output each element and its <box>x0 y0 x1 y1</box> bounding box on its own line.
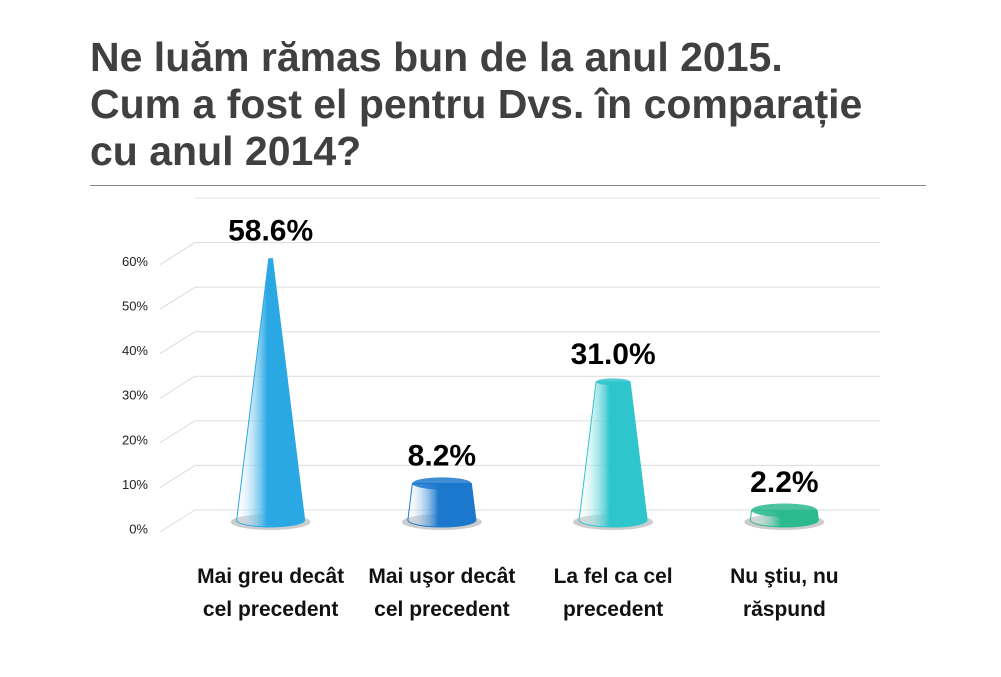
x-tick-label: Nu ştiu, nu răspund <box>730 565 839 621</box>
value-label: 2.2% <box>750 466 818 499</box>
y-tick-label: 10% <box>122 477 148 492</box>
grid-line-depth <box>159 242 196 265</box>
cone <box>578 381 648 528</box>
grid-line-depth <box>159 465 196 488</box>
title-rule <box>90 185 926 186</box>
cone-top <box>268 258 273 260</box>
cone <box>236 258 306 528</box>
x-tick-label: La fel ca cel precedent <box>553 565 673 621</box>
y-tick-label: 40% <box>122 343 148 358</box>
value-label: 58.6% <box>228 215 313 248</box>
grid-line-depth <box>159 509 196 533</box>
y-tick-label: 50% <box>122 299 148 314</box>
grid-line-depth <box>159 331 196 355</box>
chart-title: Ne luăm rămas bun de la anul 2015. Cum a… <box>90 34 863 174</box>
value-label: 8.2% <box>408 439 476 472</box>
value-label: 31.0% <box>571 338 656 371</box>
cone <box>407 482 477 528</box>
grid-line-depth <box>159 420 196 444</box>
y-tick-label: 0% <box>129 521 148 536</box>
cone-top <box>751 503 818 517</box>
y-tick-label: 20% <box>122 432 148 447</box>
y-tick-label: 60% <box>122 254 148 269</box>
cone-top <box>412 477 472 490</box>
grid-line-depth <box>159 286 196 310</box>
grid-line-depth <box>159 375 196 399</box>
y-tick-label: 30% <box>122 388 148 403</box>
x-tick-label: Mai uşor decât cel precedent <box>368 565 516 621</box>
cone-top <box>596 378 631 386</box>
x-tick-label: Mai greu decât cel precedent <box>197 565 345 621</box>
